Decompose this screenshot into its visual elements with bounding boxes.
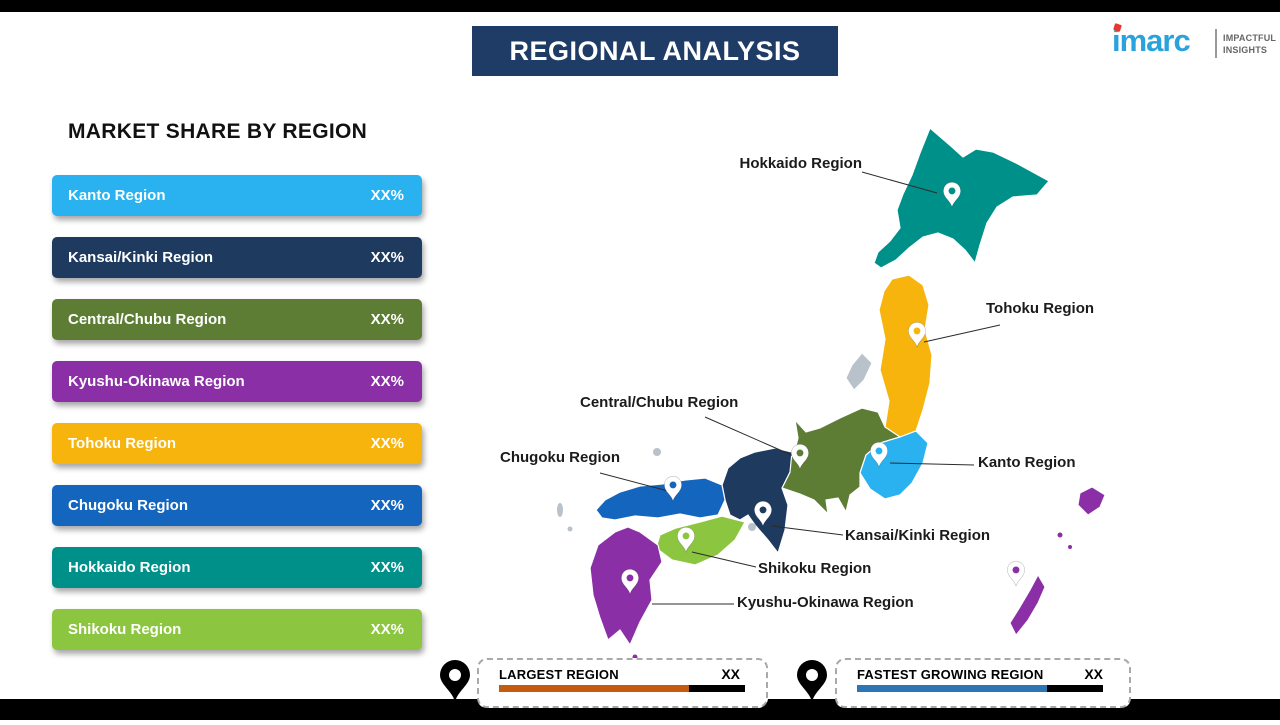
imarc-logo: imarc IMPACTFUL INSIGHTS bbox=[1112, 20, 1277, 68]
map-pin-icon-chubu bbox=[791, 443, 809, 471]
share-bar-kyushu-okinawa: Kyushu-Okinawa Region XX% bbox=[52, 361, 422, 402]
label-leader-lines bbox=[599, 171, 1001, 605]
region-label-kanto: Kanto Region bbox=[978, 454, 1076, 471]
fastest-region-legend: FASTEST GROWING REGION XX bbox=[835, 658, 1131, 708]
share-bar-shikoku: Shikoku Region XX% bbox=[52, 609, 422, 650]
share-bar-chugoku: Chugoku Region XX% bbox=[52, 485, 422, 526]
share-bar-label: Hokkaido Region bbox=[68, 559, 191, 576]
largest-region-legend: LARGEST REGION XX bbox=[477, 658, 768, 708]
leader-chubu bbox=[704, 416, 797, 458]
fastest-region-pin-icon bbox=[797, 660, 827, 702]
map-pin-icon-chugoku bbox=[664, 475, 682, 503]
largest-region-bar bbox=[499, 685, 745, 692]
fastest-region-value: XX bbox=[1084, 666, 1103, 682]
share-bar-tohoku: Tohoku Region XX% bbox=[52, 423, 422, 464]
share-bar-value: XX% bbox=[370, 373, 404, 390]
largest-region-pin-icon bbox=[440, 660, 470, 702]
region-okinawa-island-1-shape bbox=[1077, 486, 1106, 516]
share-bar-kanto: Kanto Region XX% bbox=[52, 175, 422, 216]
map-pin-icon-shikoku bbox=[677, 526, 695, 554]
fastest-region-bar bbox=[857, 685, 1103, 692]
market-share-heading: MARKET SHARE BY REGION bbox=[68, 120, 368, 143]
oki-island-shape bbox=[653, 448, 661, 456]
share-bar-value: XX% bbox=[370, 621, 404, 638]
share-bar-hokkaido: Hokkaido Region XX% bbox=[52, 547, 422, 588]
region-okinawa-islet bbox=[1068, 545, 1072, 549]
region-label-chugoku: Chugoku Region bbox=[500, 449, 620, 466]
region-okinawa-island-2-shape bbox=[1009, 573, 1046, 636]
leader-hokkaido bbox=[861, 171, 938, 194]
iki-island-shape bbox=[567, 526, 573, 532]
share-bar-label: Kanto Region bbox=[68, 187, 166, 204]
region-hokkaido-shape bbox=[873, 126, 1050, 269]
share-bar-label: Kansai/Kinki Region bbox=[68, 249, 214, 266]
largest-region-label: LARGEST REGION bbox=[499, 666, 619, 682]
japan-map-svg bbox=[557, 126, 1106, 672]
leader-kanto bbox=[889, 462, 975, 466]
share-bar-chubu: Central/Chubu Region XX% bbox=[52, 299, 422, 340]
largest-region-value: XX bbox=[721, 666, 740, 682]
share-bar-label: Central/Chubu Region bbox=[68, 311, 227, 328]
share-bar-label: Shikoku Region bbox=[68, 621, 182, 638]
leader-shikoku bbox=[691, 551, 757, 568]
share-bar-label: Kyushu-Okinawa Region bbox=[68, 373, 245, 390]
largest-region-bar-tail bbox=[689, 685, 745, 692]
sado-island-shape bbox=[845, 352, 873, 391]
share-bar-kansai: Kansai/Kinki Region XX% bbox=[52, 237, 422, 278]
top-black-bar bbox=[0, 0, 1280, 12]
share-bar-label: Chugoku Region bbox=[68, 497, 188, 514]
fastest-region-bar-main bbox=[857, 685, 1047, 692]
page-title: REGIONAL ANALYSIS bbox=[509, 35, 801, 66]
region-okinawa-islet bbox=[1057, 532, 1063, 538]
page-title-banner: REGIONAL ANALYSIS bbox=[472, 26, 838, 76]
map-pin-icon-kansai bbox=[754, 500, 772, 528]
brand-text: imarc bbox=[1112, 23, 1191, 58]
tsushima-island-shape bbox=[557, 503, 563, 517]
region-label-kyushu: Kyushu-Okinawa Region bbox=[737, 594, 914, 611]
share-bar-value: XX% bbox=[370, 311, 404, 328]
leader-kansai bbox=[771, 525, 844, 536]
leader-tohoku bbox=[923, 324, 1001, 343]
region-label-kansai: Kansai/Kinki Region bbox=[845, 527, 991, 544]
region-label-chubu: Central/Chubu Region bbox=[580, 394, 739, 411]
region-chugoku-shape bbox=[595, 477, 726, 521]
share-bar-value: XX% bbox=[370, 249, 404, 266]
region-label-hokkaido: Hokkaido Region bbox=[739, 155, 862, 172]
map-pin-icon-kyushu bbox=[621, 568, 639, 596]
logo-divider bbox=[1215, 29, 1217, 58]
map-pin-icon-okinawa bbox=[1007, 560, 1025, 588]
market-share-list: Kanto Region XX% Kansai/Kinki Region XX%… bbox=[52, 175, 422, 671]
map-pin-icon-tohoku bbox=[908, 321, 926, 349]
map-pin-icon-kanto bbox=[870, 441, 888, 469]
share-bar-value: XX% bbox=[370, 559, 404, 576]
leader-chugoku bbox=[599, 472, 669, 492]
region-label-shikoku: Shikoku Region bbox=[758, 560, 872, 577]
region-tohoku-shape bbox=[878, 274, 933, 438]
logo-tagline: IMPACTFUL INSIGHTS bbox=[1223, 33, 1277, 55]
fastest-region-label: FASTEST GROWING REGION bbox=[857, 666, 1044, 682]
share-bar-value: XX% bbox=[370, 497, 404, 514]
share-bar-value: XX% bbox=[370, 435, 404, 452]
japan-map bbox=[460, 95, 1180, 720]
largest-region-bar-main bbox=[499, 685, 689, 692]
share-bar-label: Tohoku Region bbox=[68, 435, 177, 452]
share-bar-value: XX% bbox=[370, 187, 404, 204]
region-shikoku-shape bbox=[655, 515, 746, 566]
region-label-tohoku: Tohoku Region bbox=[986, 300, 1095, 317]
fastest-region-bar-tail bbox=[1047, 685, 1103, 692]
awaji-island-shape bbox=[748, 523, 756, 531]
map-pin-icon-hokkaido bbox=[943, 181, 961, 209]
